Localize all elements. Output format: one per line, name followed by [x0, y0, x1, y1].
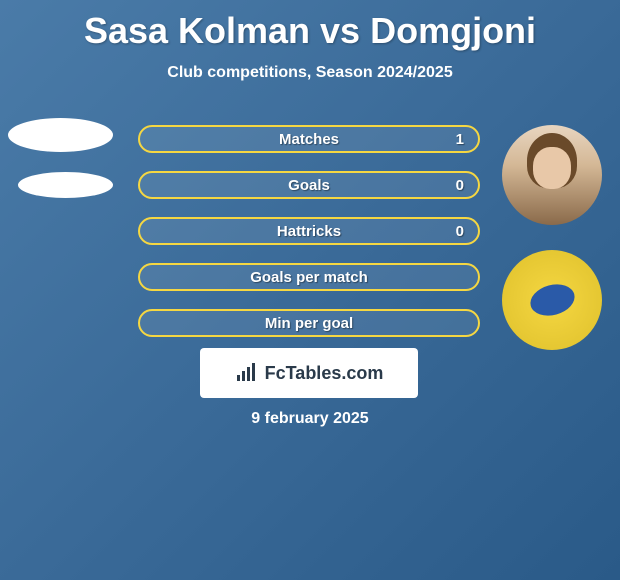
branding-text: FcTables.com — [265, 363, 384, 384]
stat-row-goals: Goals 0 — [138, 171, 480, 199]
chart-icon — [235, 363, 259, 383]
stat-label: Matches — [279, 131, 339, 148]
placeholder-shape — [18, 172, 113, 198]
stats-list: Matches 1 Goals 0 Hattricks 0 Goals per … — [138, 125, 480, 355]
stat-row-hattricks: Hattricks 0 — [138, 217, 480, 245]
stat-label: Goals — [288, 177, 330, 194]
club-badge — [502, 250, 602, 350]
right-player-column — [502, 125, 602, 375]
branding-badge: FcTables.com — [200, 348, 418, 398]
date-label: 9 february 2025 — [0, 410, 620, 428]
stat-row-goals-per-match: Goals per match — [138, 263, 480, 291]
stat-label: Min per goal — [265, 315, 353, 332]
stat-row-min-per-goal: Min per goal — [138, 309, 480, 337]
page-title: Sasa Kolman vs Domgjoni — [0, 0, 620, 52]
stat-value: 1 — [456, 131, 464, 148]
left-player-placeholder — [8, 118, 113, 218]
subtitle: Club competitions, Season 2024/2025 — [0, 64, 620, 82]
player-avatar — [502, 125, 602, 225]
stat-row-matches: Matches 1 — [138, 125, 480, 153]
stat-value: 0 — [456, 223, 464, 240]
placeholder-shape — [8, 118, 113, 152]
stat-label: Goals per match — [250, 269, 368, 286]
stat-value: 0 — [456, 177, 464, 194]
stat-label: Hattricks — [277, 223, 341, 240]
